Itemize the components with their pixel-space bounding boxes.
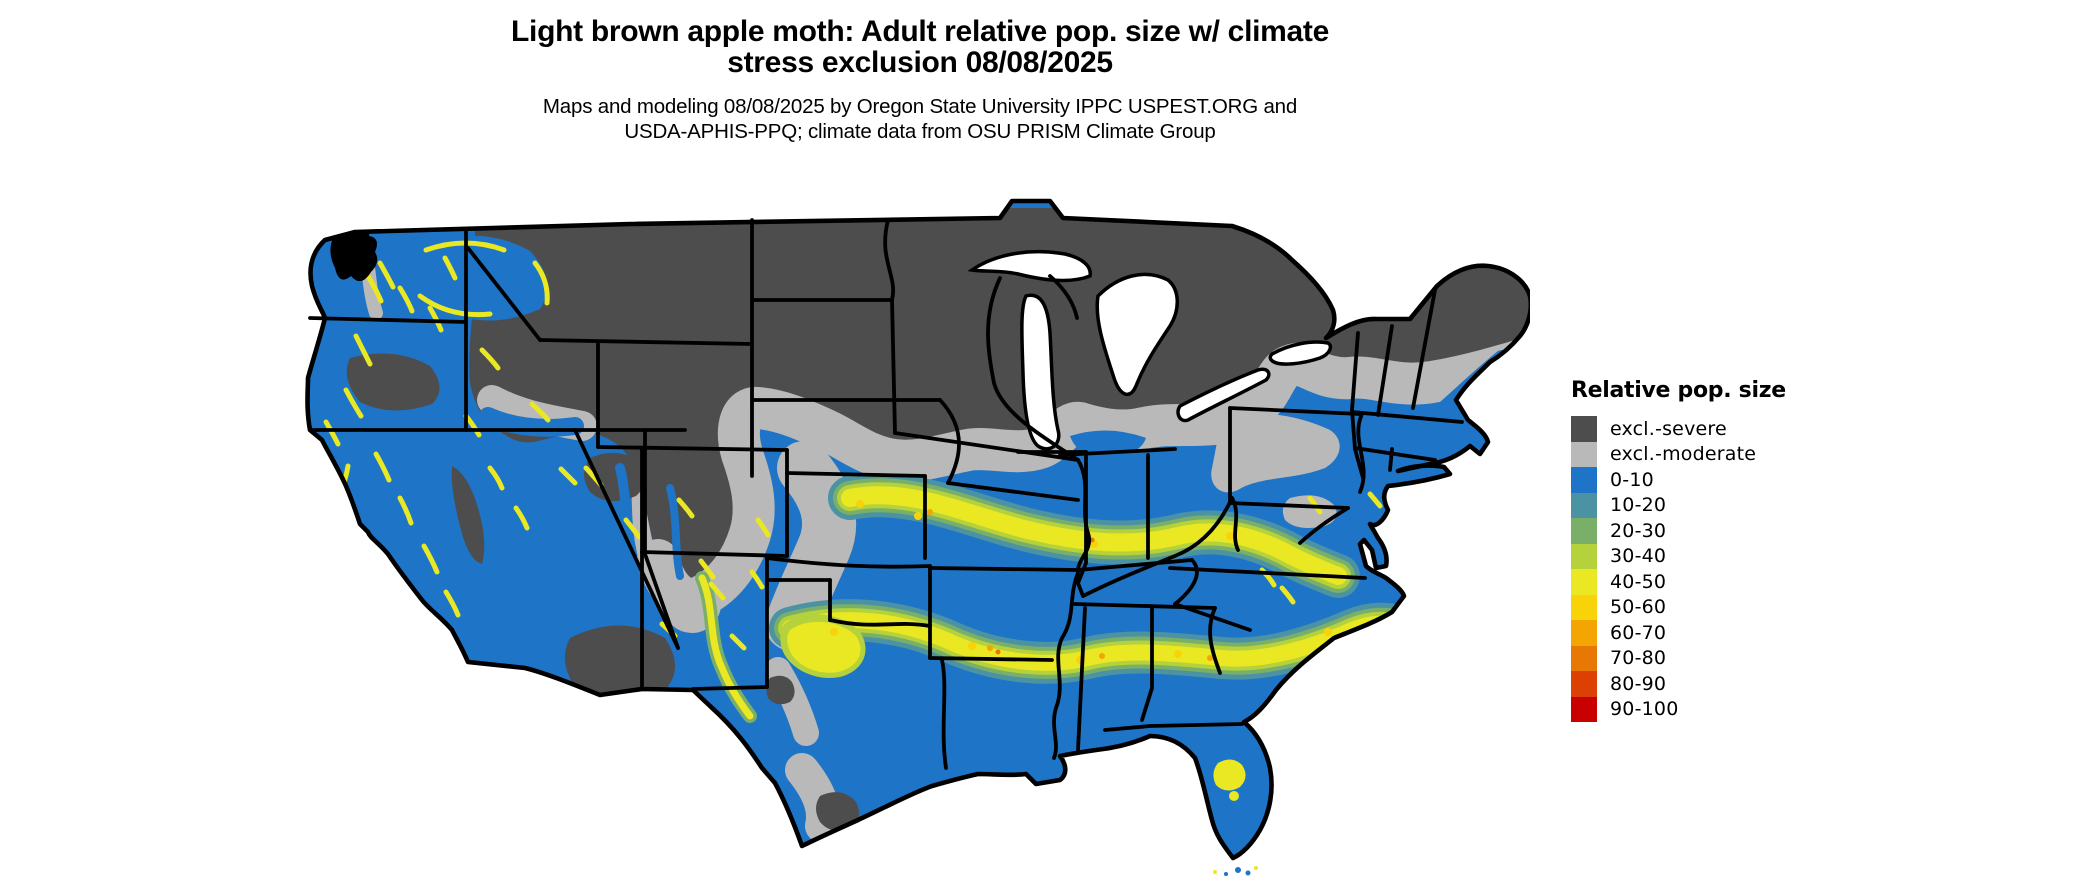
- legend-row: 40-50: [1571, 569, 1786, 595]
- legend-label: 0-10: [1610, 468, 1654, 491]
- legend-swatch: [1571, 518, 1597, 544]
- legend-label: excl.-moderate: [1610, 443, 1757, 466]
- legend-row: 0-10: [1571, 467, 1786, 493]
- legend-title: Relative pop. size: [1571, 378, 1786, 403]
- legend-label: 70-80: [1610, 647, 1667, 670]
- legend-row: 10-20: [1571, 492, 1786, 518]
- lake-ontario: [1268, 340, 1333, 366]
- legend-swatch: [1571, 594, 1597, 620]
- legend-label: 10-20: [1610, 494, 1667, 517]
- legend-label: 40-50: [1610, 570, 1667, 593]
- legend-swatch: [1571, 620, 1597, 646]
- legend-row: 60-70: [1571, 620, 1786, 646]
- map-header: Light brown apple moth: Adult relative p…: [130, 16, 1710, 144]
- legend-swatch: [1571, 543, 1597, 569]
- map-region-excl-severe-central-or: [346, 353, 440, 411]
- map-subtitle-line1: Maps and modeling 08/08/2025 by Oregon S…: [542, 95, 1298, 118]
- legend-rows: excl.-severe excl.-moderate 0-10 10-20 20-30…: [1571, 416, 1786, 722]
- map-subtitle-line2: USDA-APHIS-PPQ; climate data from OSU PR…: [624, 120, 1216, 143]
- legend-row: 90-100: [1571, 696, 1786, 722]
- map-region-pop-nv-valley: [615, 463, 635, 563]
- puget-sound: [330, 213, 378, 282]
- legend-swatch: [1571, 569, 1597, 595]
- map-region-excl-severe-davis: [766, 675, 795, 705]
- legend: Relative pop. size excl.-severe excl.-mod…: [1571, 378, 1786, 722]
- legend-label: 30-40: [1610, 545, 1667, 568]
- legend-label: 90-100: [1610, 698, 1679, 721]
- legend-swatch: [1571, 492, 1597, 518]
- legend-row: 20-30: [1571, 518, 1786, 544]
- map-blob-wtx: [787, 621, 861, 673]
- legend-swatch: [1571, 671, 1597, 697]
- map-region-excl-severe-stx: [816, 792, 860, 831]
- map-region-excl-severe-sierra: [451, 466, 485, 564]
- lake-superior: [967, 250, 1092, 283]
- map-region-excl-moderate-wtx: [765, 657, 819, 746]
- legend-swatch: [1571, 416, 1597, 442]
- map-blob-florida: [1213, 759, 1246, 791]
- map-fill-layers: [307, 201, 1530, 858]
- lake-huron: [1095, 272, 1179, 397]
- map-subtitle: Maps and modeling 08/08/2025 by Oregon S…: [130, 94, 1710, 144]
- map-region-excl-moderate-wv: [1282, 495, 1337, 528]
- map-title-line1: Light brown apple moth: Adult relative p…: [511, 15, 1329, 48]
- legend-row: 80-90: [1571, 671, 1786, 697]
- map-region-excl-severe-s-arizona: [564, 625, 675, 700]
- state-borders: [308, 218, 1464, 770]
- legend-row: 50-60: [1571, 594, 1786, 620]
- legend-row: 70-80: [1571, 645, 1786, 671]
- legend-swatch: [1571, 696, 1597, 722]
- map-region-excl-moderate-pa: [1211, 413, 1340, 493]
- us-map-svg: [305, 198, 1530, 876]
- us-map: [230, 168, 1530, 892]
- legend-label: 80-90: [1610, 672, 1667, 695]
- us-outline: [305, 198, 1530, 861]
- map-region-excl-severe-nevada: [584, 452, 646, 502]
- map-dot-florida: [1229, 791, 1239, 801]
- florida-keys: [1213, 866, 1258, 876]
- map-title: Light brown apple moth: Adult relative p…: [130, 16, 1710, 78]
- legend-row: 30-40: [1571, 543, 1786, 569]
- legend-swatch: [1571, 441, 1597, 467]
- legend-label: 20-30: [1610, 519, 1667, 542]
- map-band-nm: [695, 571, 757, 723]
- map-region-pop-ut-valley: [666, 484, 684, 580]
- map-region-pop-columbia-basin: [422, 235, 548, 321]
- legend-label: excl.-severe: [1610, 417, 1727, 440]
- map-region-pop-snake-plain: [479, 407, 584, 437]
- legend-label: 60-70: [1610, 621, 1667, 644]
- legend-swatch: [1571, 645, 1597, 671]
- legend-swatch: [1571, 467, 1597, 493]
- map-title-line2: stress exclusion 08/08/2025: [727, 46, 1113, 79]
- map-speckles-west: [323, 255, 1383, 651]
- legend-row: excl.-moderate: [1571, 441, 1786, 467]
- map-region-excl-moderate-plains: [765, 441, 857, 651]
- legend-row: excl.-severe: [1571, 416, 1786, 442]
- legend-label: 50-60: [1610, 596, 1667, 619]
- lake-erie: [1176, 367, 1271, 423]
